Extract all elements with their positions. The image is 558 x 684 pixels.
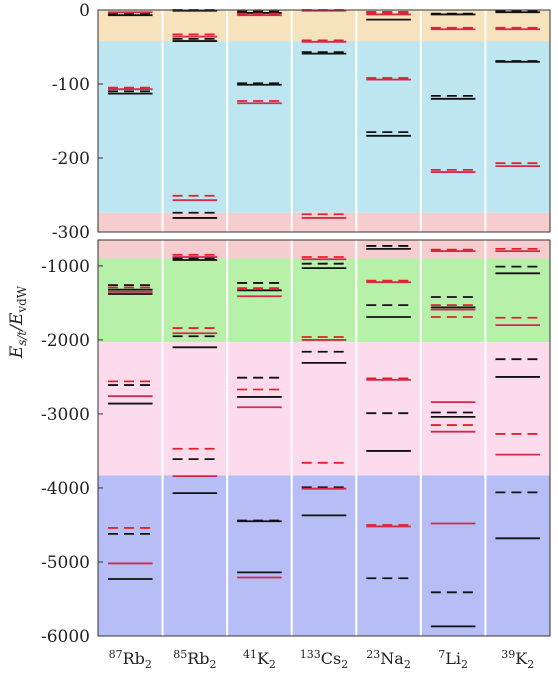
- x-tick-label-3: 133Cs2: [300, 648, 348, 671]
- y-tick-label-0-2: -200: [52, 149, 90, 169]
- panel-frame-0: [97, 9, 551, 233]
- energy-levels: [108, 9, 540, 628]
- y-axis-label-main: E: [7, 345, 27, 359]
- x-tick-label-1: 85Rb2: [173, 648, 216, 671]
- y-tick-label-1-2: -3000: [41, 405, 90, 425]
- energy-bands: [98, 10, 550, 636]
- panel-frame-1: [97, 239, 551, 637]
- y-tick-label-0-1: -100: [52, 75, 90, 95]
- y-axis-label-slash: /: [7, 323, 27, 333]
- band-1-2: [98, 342, 550, 476]
- y-tick-label-0-0: 0: [79, 1, 90, 21]
- x-tick-labels: 87Rb2 85Rb2 41K2 133Cs2 23Na2 7Li2 39K2: [109, 648, 535, 671]
- x-tick-label-4: 23Na2: [366, 648, 411, 671]
- band-1-1: [98, 258, 550, 343]
- y-tick-label-1-5: -6000: [41, 627, 90, 647]
- y-ticks: 0 -100 -200 -300 -1000 -2000 -3000 -4000 -5000 -6…: [41, 1, 103, 647]
- x-tick-label-0: 87Rb2: [109, 648, 152, 671]
- band-1-0: [98, 240, 550, 259]
- y-tick-label-1-1: -2000: [41, 331, 90, 351]
- y-tick-label-1-4: -5000: [41, 553, 90, 573]
- x-tick-label-2: 41K2: [243, 648, 276, 671]
- y-tick-label-1-3: -4000: [41, 479, 90, 499]
- y-axis-label-sub: s/t: [15, 331, 29, 346]
- y-tick-label-0-3: -300: [52, 223, 90, 243]
- y-axis-label-denominator: E: [7, 312, 27, 326]
- band-0-2: [98, 212, 550, 232]
- x-tick-label-5: 7Li2: [438, 648, 468, 671]
- band-0-0: [98, 10, 550, 42]
- band-1-3: [98, 475, 550, 636]
- y-axis-label-denominator-sub: vdW: [15, 285, 29, 313]
- y-axis-label: Es/t/EvdW: [7, 285, 29, 359]
- band-0-1: [98, 41, 550, 213]
- y-tick-label-1-0: -1000: [41, 257, 90, 277]
- x-tick-label-6: 39K2: [501, 648, 534, 671]
- panel-frames: [97, 9, 551, 637]
